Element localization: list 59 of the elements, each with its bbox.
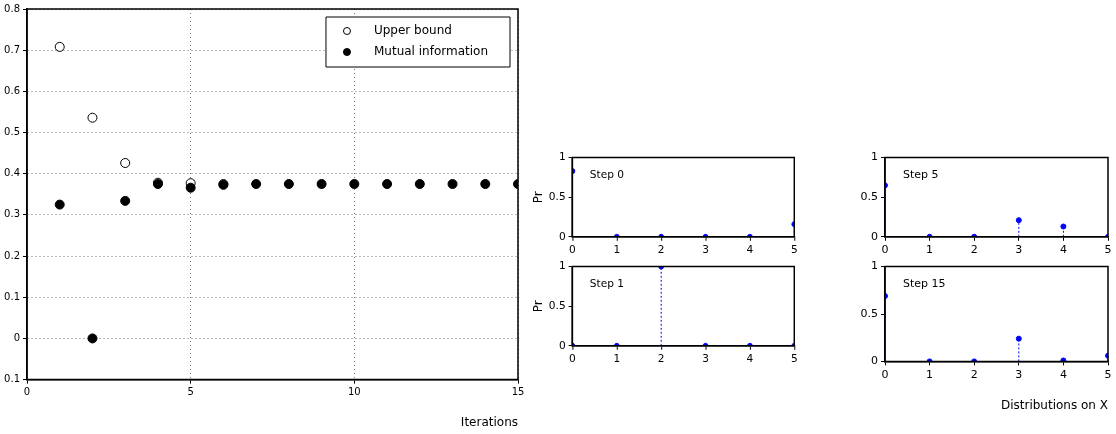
y-tick-label: 0 (558, 338, 566, 352)
y-tick-label: 0.8 (4, 2, 20, 14)
annotation: Step 1 (589, 276, 625, 291)
y-tick-label: 0.1 (4, 290, 20, 302)
y-tick-label: 0.2 (4, 249, 20, 261)
x-tick-label: 2 (970, 367, 978, 381)
x-tick-label: 0 (569, 243, 576, 257)
x-tick-label: 5 (187, 386, 194, 398)
x-tick-label: 1 (613, 243, 621, 257)
legend-label: Upper bound (373, 23, 452, 38)
x-axis-title: Distributions on X (1000, 397, 1108, 412)
annotation: Step 5 (903, 167, 939, 181)
y-tick-label: 0.7 (4, 43, 20, 55)
y-tick-label: 0.1 (4, 373, 20, 385)
x-tick-label: 5 (1104, 367, 1112, 381)
x-tick-label: 4 (746, 243, 754, 257)
x-tick-label: 5 (790, 243, 798, 257)
x-tick-label: 0 (881, 367, 889, 381)
x-tick-label: 3 (1015, 243, 1023, 257)
x-tick-label: 1 (926, 243, 934, 257)
x-tick-label: 2 (970, 243, 978, 257)
x-tick-label: 15 (511, 386, 525, 398)
y-tick-label: 1 (871, 150, 878, 164)
legend-label: Mutual information (373, 44, 488, 59)
y-tick-label: 0.5 (860, 306, 878, 320)
x-tick-label: 3 (1015, 367, 1023, 381)
y-axis-title: Pr (531, 300, 545, 313)
annotation: Step 0 (589, 167, 625, 182)
x-tick-label: 0 (23, 386, 31, 398)
x-tick-label: 4 (746, 352, 754, 366)
x-tick-label: 1 (613, 352, 621, 366)
x-tick-label: 1 (926, 367, 934, 381)
x-tick-label: 3 (702, 352, 709, 366)
y-tick-label: 0.6 (4, 84, 20, 96)
y-tick-label: 0 (871, 229, 878, 243)
x-tick-label: 3 (702, 243, 709, 257)
x-tick-label: 5 (1104, 243, 1112, 257)
y-tick-label: 0.3 (4, 208, 20, 220)
x-tick-label: 5 (790, 352, 798, 366)
y-axis-title: Pr (531, 191, 545, 204)
x-tick-label: 0 (569, 352, 576, 366)
y-tick-label: 0.5 (548, 298, 566, 313)
x-axis-title: Iterations (460, 414, 518, 429)
x-tick-label: 4 (1059, 243, 1067, 257)
y-tick-label: 0.4 (4, 167, 20, 179)
x-tick-label: 10 (347, 386, 361, 398)
y-tick-label: 0.5 (860, 190, 878, 204)
annotation: Step 15 (903, 276, 946, 290)
x-tick-label: 4 (1059, 367, 1067, 381)
x-tick-label: 2 (657, 243, 665, 257)
y-tick-label: 1 (558, 150, 566, 164)
y-tick-label: 0.5 (548, 189, 566, 204)
y-tick-label: 0.5 (4, 126, 20, 138)
y-tick-label: 0 (13, 332, 20, 344)
x-tick-label: 2 (657, 352, 665, 366)
y-tick-label: 0 (558, 229, 566, 243)
x-tick-label: 0 (881, 243, 889, 257)
y-tick-label: 1 (871, 259, 878, 273)
y-tick-label: 1 (558, 259, 566, 273)
